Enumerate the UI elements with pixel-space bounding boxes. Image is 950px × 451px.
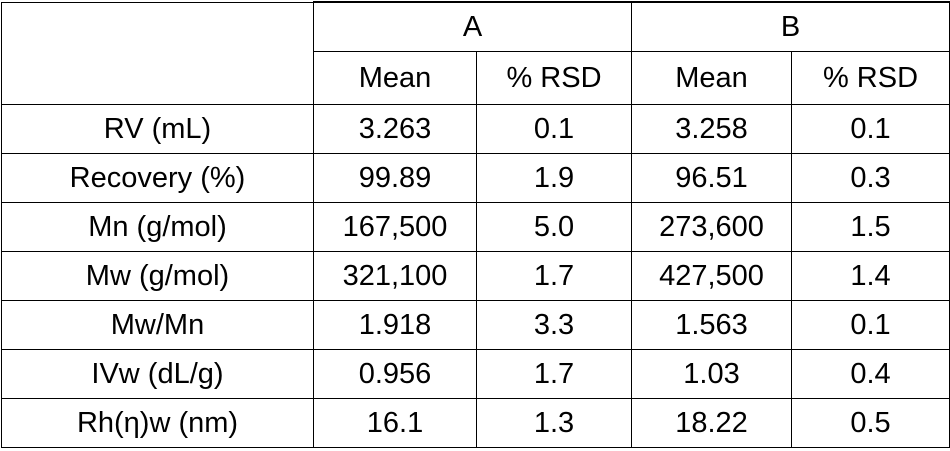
subheader-a-rsd: % RSD xyxy=(476,51,632,105)
row-label: Recovery (%) xyxy=(1,153,314,203)
subheader-a-mean: Mean xyxy=(313,51,477,105)
table-cell: 0.956 xyxy=(313,349,477,399)
table-cell: 3.263 xyxy=(313,104,477,154)
table-cell: 321,100 xyxy=(313,251,477,301)
group-header-a: A xyxy=(313,1,632,52)
table-cell: 5.0 xyxy=(476,202,632,252)
table-row: Mn (g/mol) 167,500 5.0 273,600 1.5 xyxy=(1,202,950,252)
table-cell: 0.1 xyxy=(476,104,632,154)
table-cell: 0.1 xyxy=(791,300,950,350)
table-cell: 1.03 xyxy=(631,349,792,399)
subheader-b-mean: Mean xyxy=(631,51,792,105)
table-cell: 167,500 xyxy=(313,202,477,252)
table-cell: 0.3 xyxy=(791,153,950,203)
table-cell: 1.918 xyxy=(313,300,477,350)
table-cell: 273,600 xyxy=(631,202,792,252)
row-label: Rh(η)w (nm) xyxy=(1,398,314,448)
table-cell: 3.258 xyxy=(631,104,792,154)
table-cell: 16.1 xyxy=(313,398,477,448)
table-row: RV (mL) 3.263 0.1 3.258 0.1 xyxy=(1,104,950,154)
table-row: Mw/Mn 1.918 3.3 1.563 0.1 xyxy=(1,300,950,350)
table-cell: 0.1 xyxy=(791,104,950,154)
table-cell: 18.22 xyxy=(631,398,792,448)
table-cell: 1.4 xyxy=(791,251,950,301)
table-row: IVw (dL/g) 0.956 1.7 1.03 0.4 xyxy=(1,349,950,399)
table-row: Rh(η)w (nm) 16.1 1.3 18.22 0.5 xyxy=(1,398,950,448)
table-cell: 1.5 xyxy=(791,202,950,252)
table-cell: 1.563 xyxy=(631,300,792,350)
table-cell: 427,500 xyxy=(631,251,792,301)
table-cell: 1.3 xyxy=(476,398,632,448)
table-cell: 1.9 xyxy=(476,153,632,203)
group-header-row: A B xyxy=(1,1,950,105)
table-cell: 3.3 xyxy=(476,300,632,350)
row-label: RV (mL) xyxy=(1,104,314,154)
subheader-b-rsd: % RSD xyxy=(791,51,950,105)
table-row: Mw (g/mol) 321,100 1.7 427,500 1.4 xyxy=(1,251,950,301)
row-label: Mw/Mn xyxy=(1,300,314,350)
table-cell: 96.51 xyxy=(631,153,792,203)
corner-cell xyxy=(1,1,314,105)
table-cell: 1.7 xyxy=(476,349,632,399)
table-cell: 0.5 xyxy=(791,398,950,448)
table-cell: 0.4 xyxy=(791,349,950,399)
table-cell: 1.7 xyxy=(476,251,632,301)
row-label: Mn (g/mol) xyxy=(1,202,314,252)
table-cell: 99.89 xyxy=(313,153,477,203)
row-label: Mw (g/mol) xyxy=(1,251,314,301)
group-header-b: B xyxy=(631,1,950,52)
row-label: IVw (dL/g) xyxy=(1,349,314,399)
table-row: Recovery (%) 99.89 1.9 96.51 0.3 xyxy=(1,153,950,203)
